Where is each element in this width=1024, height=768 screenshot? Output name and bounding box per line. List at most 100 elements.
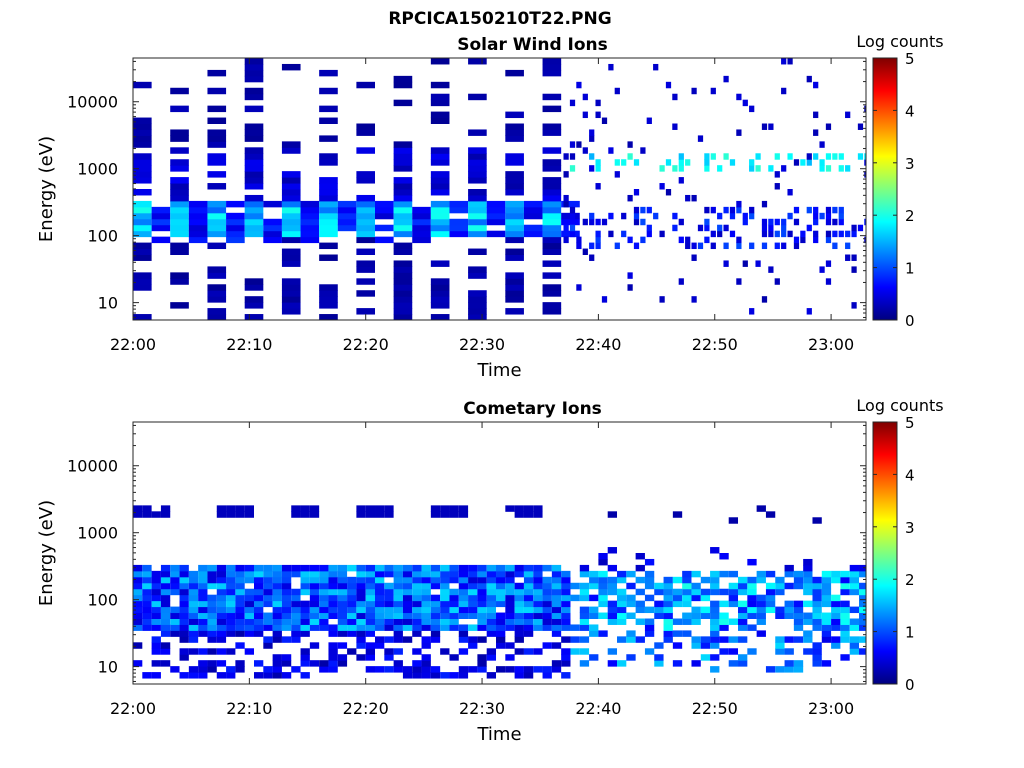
- com-cell: [151, 511, 161, 518]
- sw-cell: [133, 200, 152, 208]
- com-cell: [421, 570, 431, 578]
- sw-cell: [640, 206, 646, 214]
- sw-cell: [710, 153, 716, 160]
- sw-cell: [582, 147, 588, 154]
- sw-cell: [375, 206, 394, 214]
- sw-cell: [697, 135, 704, 142]
- com-cell: [691, 588, 701, 596]
- com-cell: [207, 618, 217, 625]
- x-tick-label: 22:50: [692, 699, 738, 718]
- sw-cell: [486, 212, 506, 220]
- com-cell: [319, 588, 329, 596]
- sw-cell: [608, 147, 614, 154]
- sw-cell: [576, 81, 582, 89]
- sw-cell: [825, 260, 832, 267]
- com-cell: [458, 594, 469, 602]
- com-cell: [607, 660, 618, 667]
- com-cell: [672, 600, 683, 608]
- sw-cell: [207, 308, 227, 315]
- com-cell: [859, 564, 866, 572]
- com-cell: [198, 624, 208, 631]
- com-cell: [402, 666, 413, 673]
- com-cell: [477, 636, 487, 643]
- sw-cell: [825, 218, 832, 226]
- com-cell: [710, 654, 720, 661]
- com-cell: [793, 666, 804, 673]
- com-cell: [756, 576, 766, 584]
- sw-cell: [832, 153, 838, 160]
- sw-cell: [207, 87, 227, 95]
- sw-cell: [781, 242, 787, 250]
- sw-cell: [838, 153, 844, 160]
- sw-cell: [133, 189, 152, 196]
- com-cell: [728, 594, 739, 602]
- com-cell: [728, 517, 739, 524]
- com-cell: [496, 642, 506, 649]
- sw-cell: [244, 135, 264, 142]
- com-cell: [756, 618, 766, 625]
- sw-cell: [851, 254, 857, 261]
- com-cell: [188, 648, 199, 655]
- sw-cell: [505, 296, 524, 303]
- sw-cell: [595, 183, 601, 190]
- sw-cell: [627, 153, 633, 160]
- com-cell: [579, 612, 590, 619]
- com-cell: [803, 558, 813, 566]
- com-cell: [309, 624, 320, 631]
- com-cell: [793, 606, 804, 614]
- com-cell: [579, 648, 590, 655]
- x-tick-label: 22:50: [692, 335, 738, 354]
- com-cell: [402, 624, 413, 631]
- com-cell: [672, 576, 683, 584]
- com-cell: [272, 624, 282, 631]
- sw-cell: [393, 212, 413, 220]
- sw-cell: [793, 159, 800, 166]
- sw-cell: [430, 218, 450, 226]
- com-cell: [254, 582, 264, 590]
- com-cell: [291, 564, 301, 572]
- com-cell: [402, 606, 413, 614]
- com-cell: [160, 594, 171, 602]
- sw-cell: [813, 212, 819, 220]
- com-cell: [235, 600, 245, 608]
- sw-cell: [188, 224, 208, 232]
- com-cell: [188, 588, 199, 596]
- com-cell: [133, 588, 143, 596]
- com-cell: [430, 570, 441, 578]
- sw-cell: [244, 159, 264, 166]
- com-cell: [216, 636, 227, 643]
- com-cell: [430, 636, 441, 643]
- com-cell: [272, 606, 282, 614]
- com-cell: [821, 600, 832, 608]
- sw-cell: [319, 200, 338, 208]
- com-cell: [179, 600, 189, 608]
- com-cell: [365, 612, 376, 619]
- com-cell: [468, 600, 478, 608]
- com-cell: [561, 654, 571, 661]
- sw-cell: [845, 165, 851, 172]
- com-cell: [235, 564, 245, 572]
- sw-cell: [589, 135, 595, 142]
- com-cell: [793, 600, 804, 608]
- com-cell: [347, 582, 357, 590]
- com-cell: [356, 612, 366, 619]
- y-tick-label: 100: [87, 591, 118, 610]
- com-cell: [505, 594, 515, 602]
- sw-cell: [430, 278, 450, 285]
- sw-cell: [595, 242, 601, 250]
- com-cell: [831, 612, 841, 619]
- com-cell: [831, 570, 841, 578]
- com-cell: [440, 505, 450, 512]
- com-cell: [738, 606, 748, 614]
- com-cell: [533, 564, 543, 572]
- sw-cell: [627, 141, 633, 148]
- sw-cell: [263, 200, 282, 208]
- com-cell: [170, 576, 180, 584]
- com-cell: [626, 612, 636, 619]
- sw-cell: [542, 284, 562, 291]
- sw-cell: [356, 290, 376, 297]
- com-cell: [523, 648, 534, 655]
- colorbar-tick-label: 4: [905, 466, 915, 484]
- com-cell: [523, 576, 534, 584]
